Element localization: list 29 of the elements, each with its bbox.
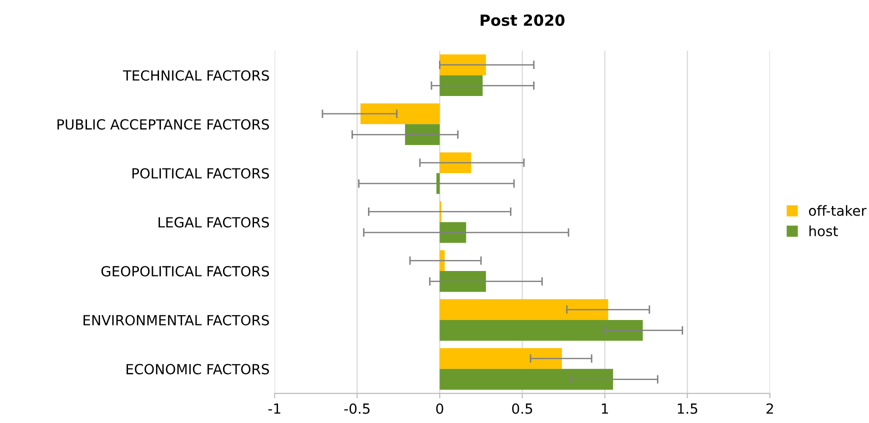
- y-tick-label: LEGAL FACTORS: [158, 217, 269, 228]
- bar: [440, 54, 486, 76]
- bar: [440, 271, 486, 292]
- y-tick-label: GEOPOLITICAL FACTORS: [101, 266, 269, 276]
- x-tick-label: 1.5: [678, 404, 698, 414]
- x-tick-label: 0: [436, 403, 444, 414]
- x-tick-label: 0.5: [512, 403, 532, 414]
- chart-title: Post 2020: [480, 14, 565, 26]
- y-tick-label: POLITICAL FACTORS: [132, 168, 269, 179]
- legend-label: off-taker: [808, 205, 866, 216]
- y-tick-label: PUBLIC ACCEPTANCE FACTORS: [58, 119, 269, 130]
- legend-label: host: [809, 226, 838, 236]
- bar: [440, 368, 614, 390]
- bar: [440, 222, 466, 243]
- x-tick-label: 1: [602, 404, 608, 414]
- y-tick-label: ENVIRONMENTAL FACTORS: [84, 314, 269, 326]
- bar: [405, 124, 440, 145]
- x-tick-label: -0.5: [344, 403, 370, 414]
- y-tick-label: TECHNICAL FACTORS: [122, 70, 269, 81]
- y-tick-label: ECONOMIC FACTORS: [126, 364, 269, 374]
- bar: [440, 75, 483, 96]
- bar: [440, 320, 643, 341]
- bar: [440, 299, 608, 320]
- x-tick-label: -1: [268, 404, 280, 414]
- bar: [360, 103, 440, 124]
- x-tick-label: 2: [766, 403, 773, 414]
- bar: [440, 250, 445, 272]
- bar: [440, 348, 562, 369]
- bar: [440, 152, 472, 174]
